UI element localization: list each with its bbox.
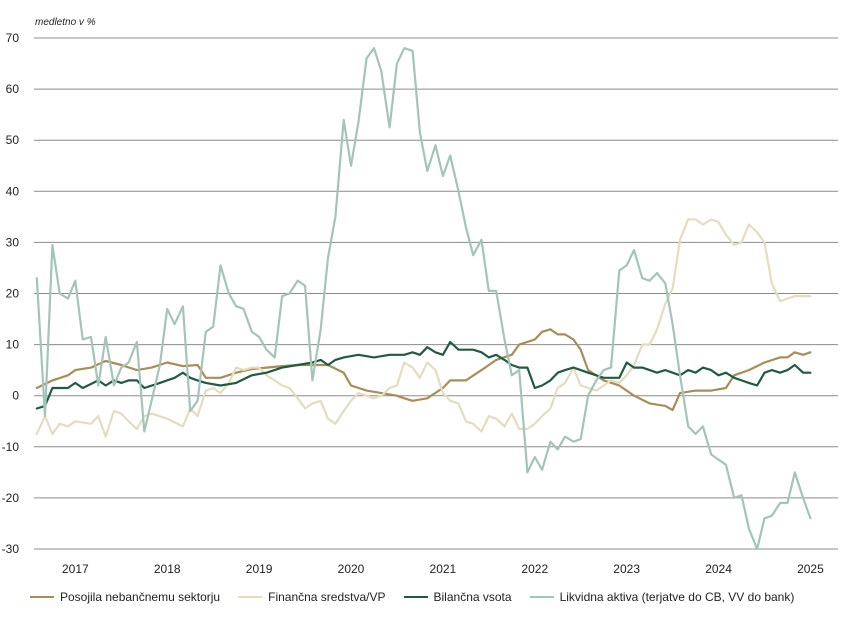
legend: Posojila nebančnemu sektorju Finančna sre… — [30, 588, 812, 606]
legend-swatch — [238, 596, 263, 598]
x-tick-label: 2018 — [154, 562, 181, 576]
legend-label: Finančna sredstva/VP — [268, 590, 386, 604]
series-line-3 — [35, 340, 812, 410]
legend-item-3: Bilančna vsota — [403, 590, 512, 604]
y-tick-label: -30 — [2, 542, 20, 556]
x-tick-label: 2025 — [797, 562, 824, 576]
y-tick-label: 40 — [6, 184, 20, 198]
series-line-2 — [35, 218, 812, 438]
x-tick-label: 2020 — [338, 562, 365, 576]
gridlines — [34, 37, 838, 550]
line-chart: -30 -20 -10 0 10 20 30 40 50 60 70 2017 2018 2019 202… — [2, 31, 838, 576]
y-tick-label: 50 — [6, 133, 20, 147]
x-tick-label: 2024 — [705, 562, 732, 576]
legend-item-1: Posojila nebančnemu sektorju — [30, 590, 220, 604]
legend-swatch — [403, 596, 428, 598]
series-lines — [35, 47, 812, 551]
x-axis-ticks: 2017 2018 2019 2020 2021 2022 2023 2024 2025 — [62, 562, 824, 576]
legend-label: Bilančna vsota — [433, 590, 512, 604]
y-tick-label: -10 — [2, 440, 20, 454]
series-line-4 — [35, 47, 812, 551]
x-tick-label: 2019 — [246, 562, 273, 576]
legend-label: Posojila nebančnemu sektorju — [60, 590, 221, 604]
series-line-1 — [35, 328, 812, 412]
x-tick-label: 2021 — [430, 562, 457, 576]
y-tick-label: 30 — [6, 235, 20, 249]
y-tick-label: -20 — [2, 491, 20, 505]
x-tick-label: 2023 — [613, 562, 640, 576]
x-tick-label: 2017 — [62, 562, 89, 576]
x-tick-label: 2022 — [521, 562, 548, 576]
y-tick-label: 10 — [6, 338, 20, 352]
unit-label: medletno v % — [35, 17, 96, 28]
legend-swatch — [30, 596, 54, 598]
y-tick-label: 70 — [6, 31, 20, 45]
y-axis-ticks: -30 -20 -10 0 10 20 30 40 50 60 70 — [2, 31, 20, 556]
y-tick-label: 0 — [12, 389, 19, 403]
y-tick-label: 20 — [6, 287, 20, 301]
legend-swatch — [529, 596, 554, 598]
legend-label: Likvidna aktiva (terjatve do CB, VV do b… — [559, 590, 795, 604]
y-tick-label: 60 — [6, 82, 20, 96]
legend-item-2: Finančna sredstva/VP — [238, 590, 386, 604]
legend-item-4: Likvidna aktiva (terjatve do CB, VV do b… — [529, 590, 795, 604]
